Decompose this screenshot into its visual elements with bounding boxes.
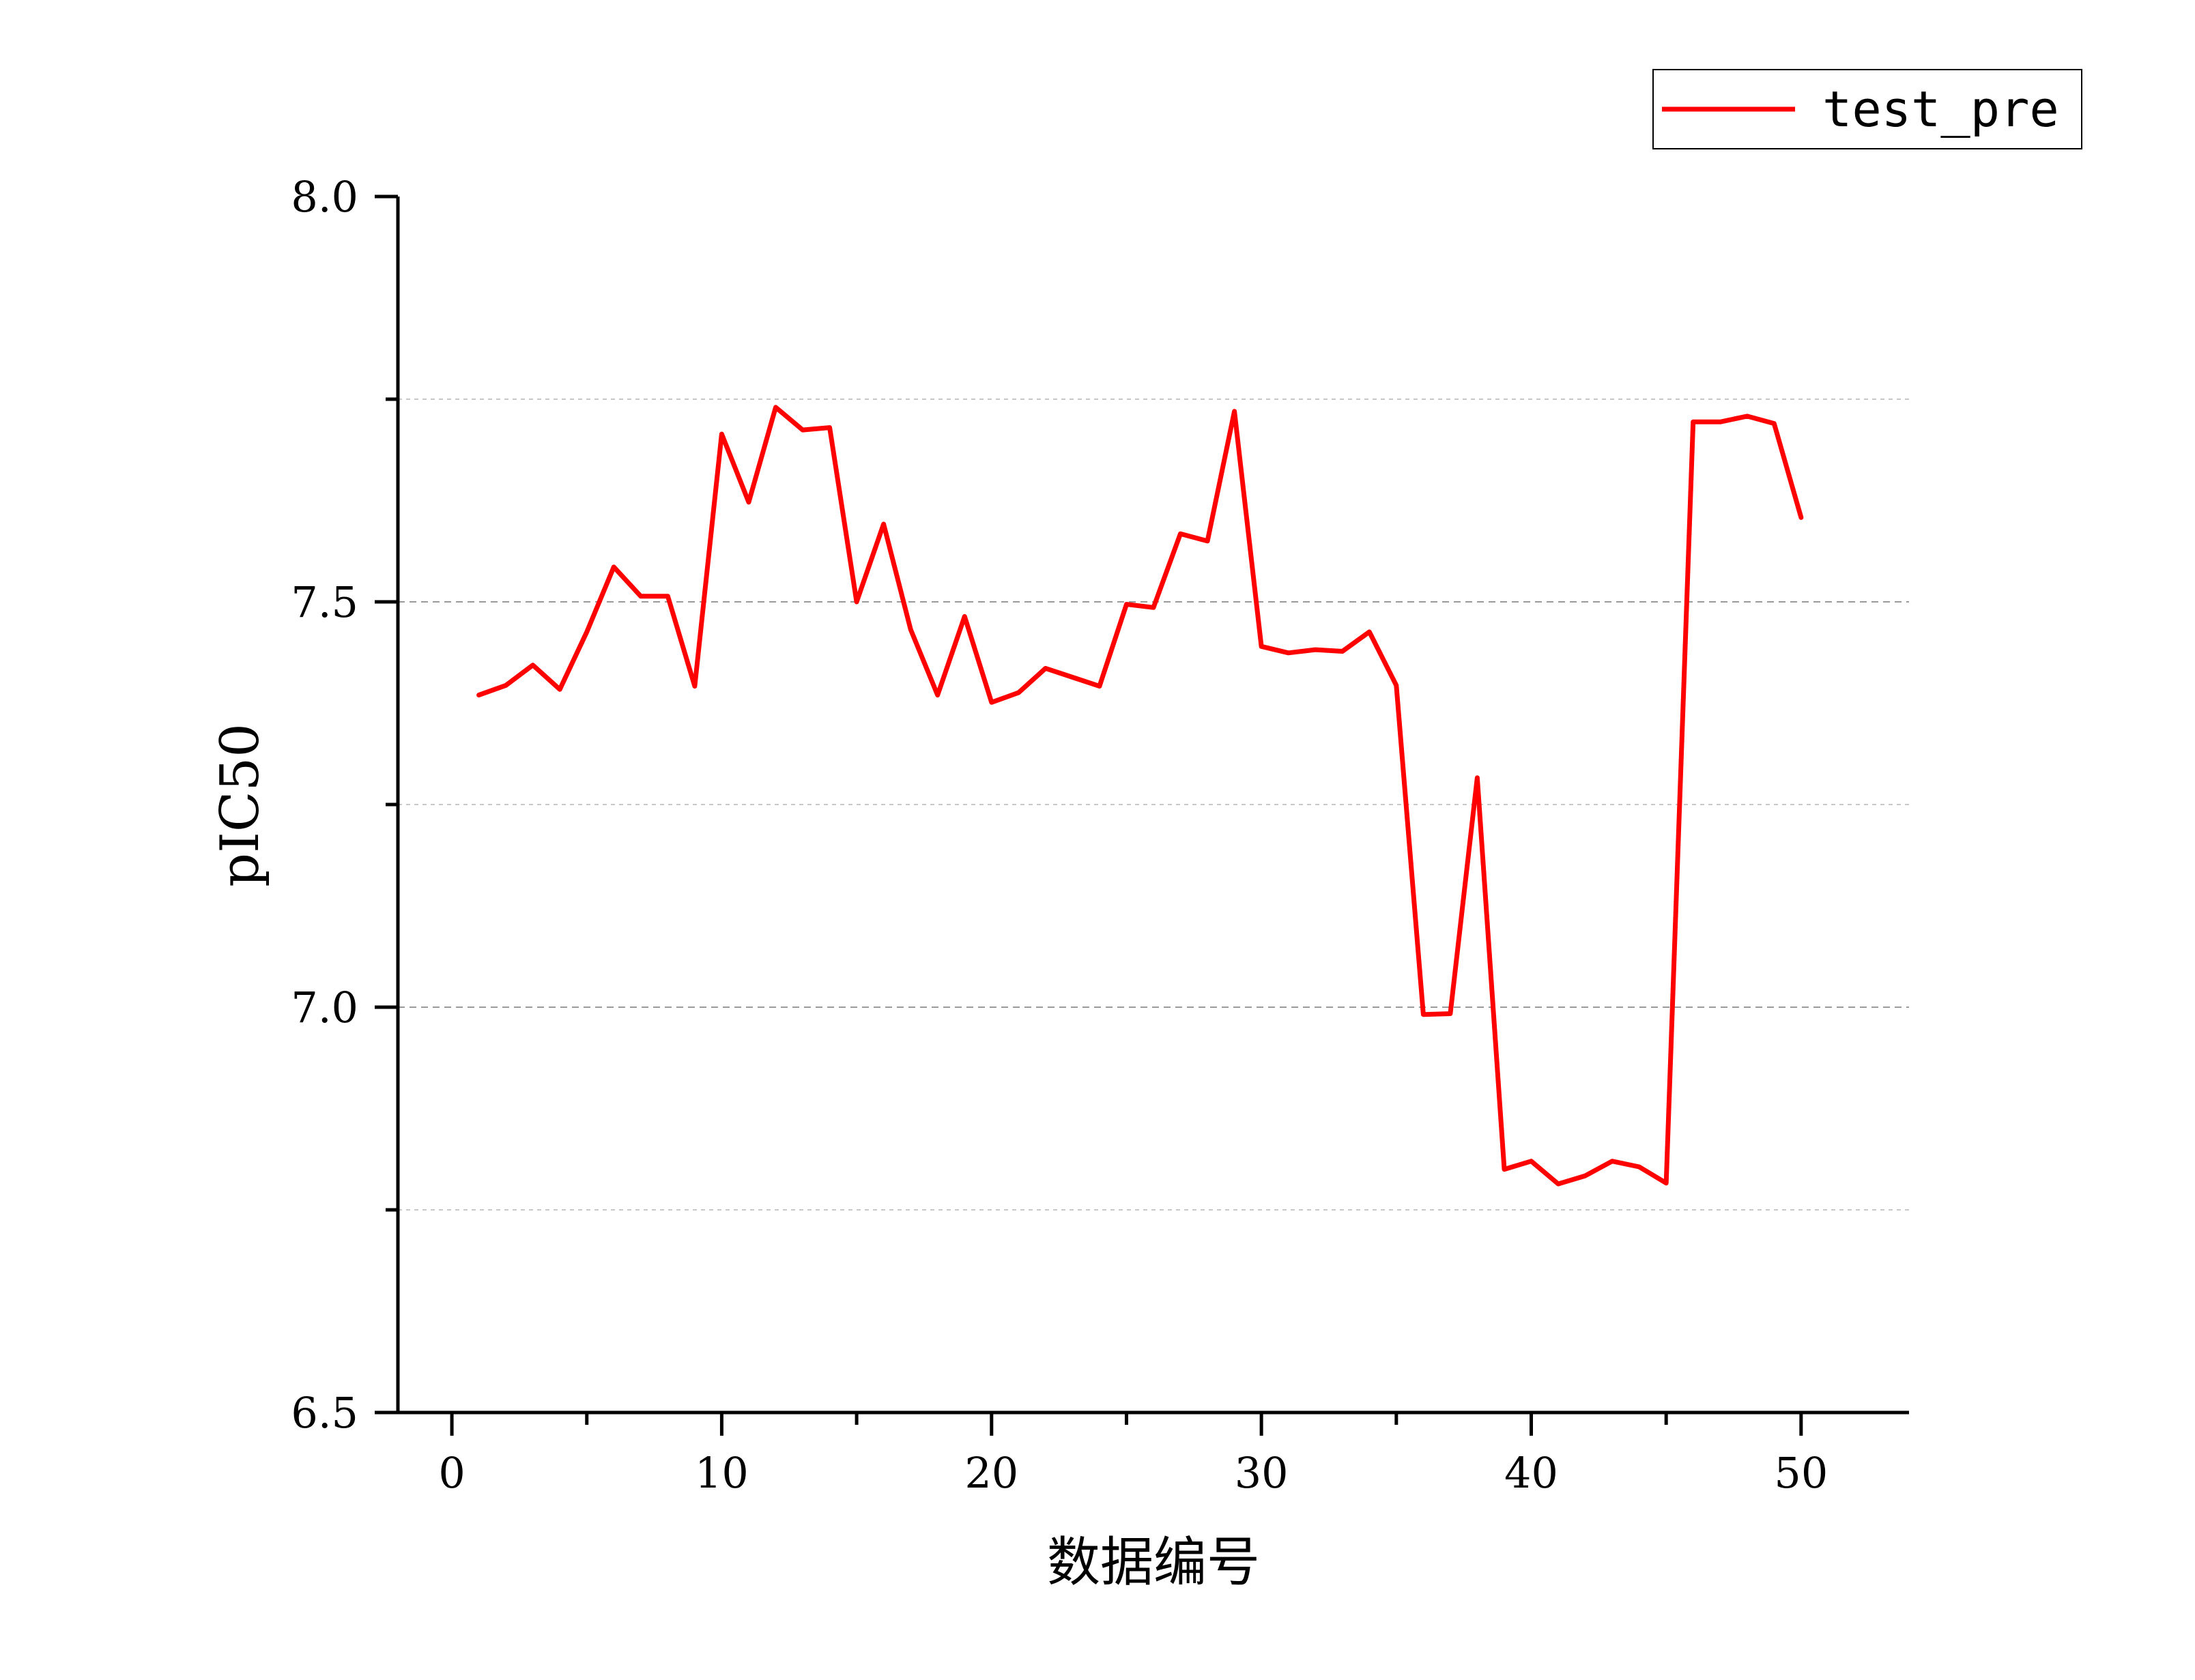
y-tick-label: 7.0 <box>291 983 358 1032</box>
x-tick-label: 50 <box>1774 1448 1828 1498</box>
x-tick-label: 40 <box>1504 1448 1558 1498</box>
x-tick-label: 10 <box>695 1448 749 1498</box>
x-tick-label: 0 <box>438 1448 465 1498</box>
series-line-test-pre <box>476 405 1804 1187</box>
legend: test_pre <box>1652 69 2082 149</box>
y-tick-label: 8.0 <box>291 172 358 222</box>
y-axis-title: pIC50 <box>210 723 271 887</box>
series-group <box>476 405 1804 1187</box>
grid-lines <box>398 399 1909 1211</box>
y-ticks: 6.5 7.0 7.5 8.0 <box>291 172 398 1438</box>
x-axis-title: 数据编号 <box>1047 1532 1260 1593</box>
x-tick-label: 20 <box>964 1448 1018 1498</box>
y-tick-label: 7.5 <box>291 577 358 627</box>
x-ticks: 0 10 20 30 40 50 <box>438 1413 1828 1498</box>
x-tick-label: 30 <box>1235 1448 1289 1498</box>
y-tick-label: 6.5 <box>291 1388 358 1438</box>
legend-label: test_pre <box>1822 81 2059 138</box>
